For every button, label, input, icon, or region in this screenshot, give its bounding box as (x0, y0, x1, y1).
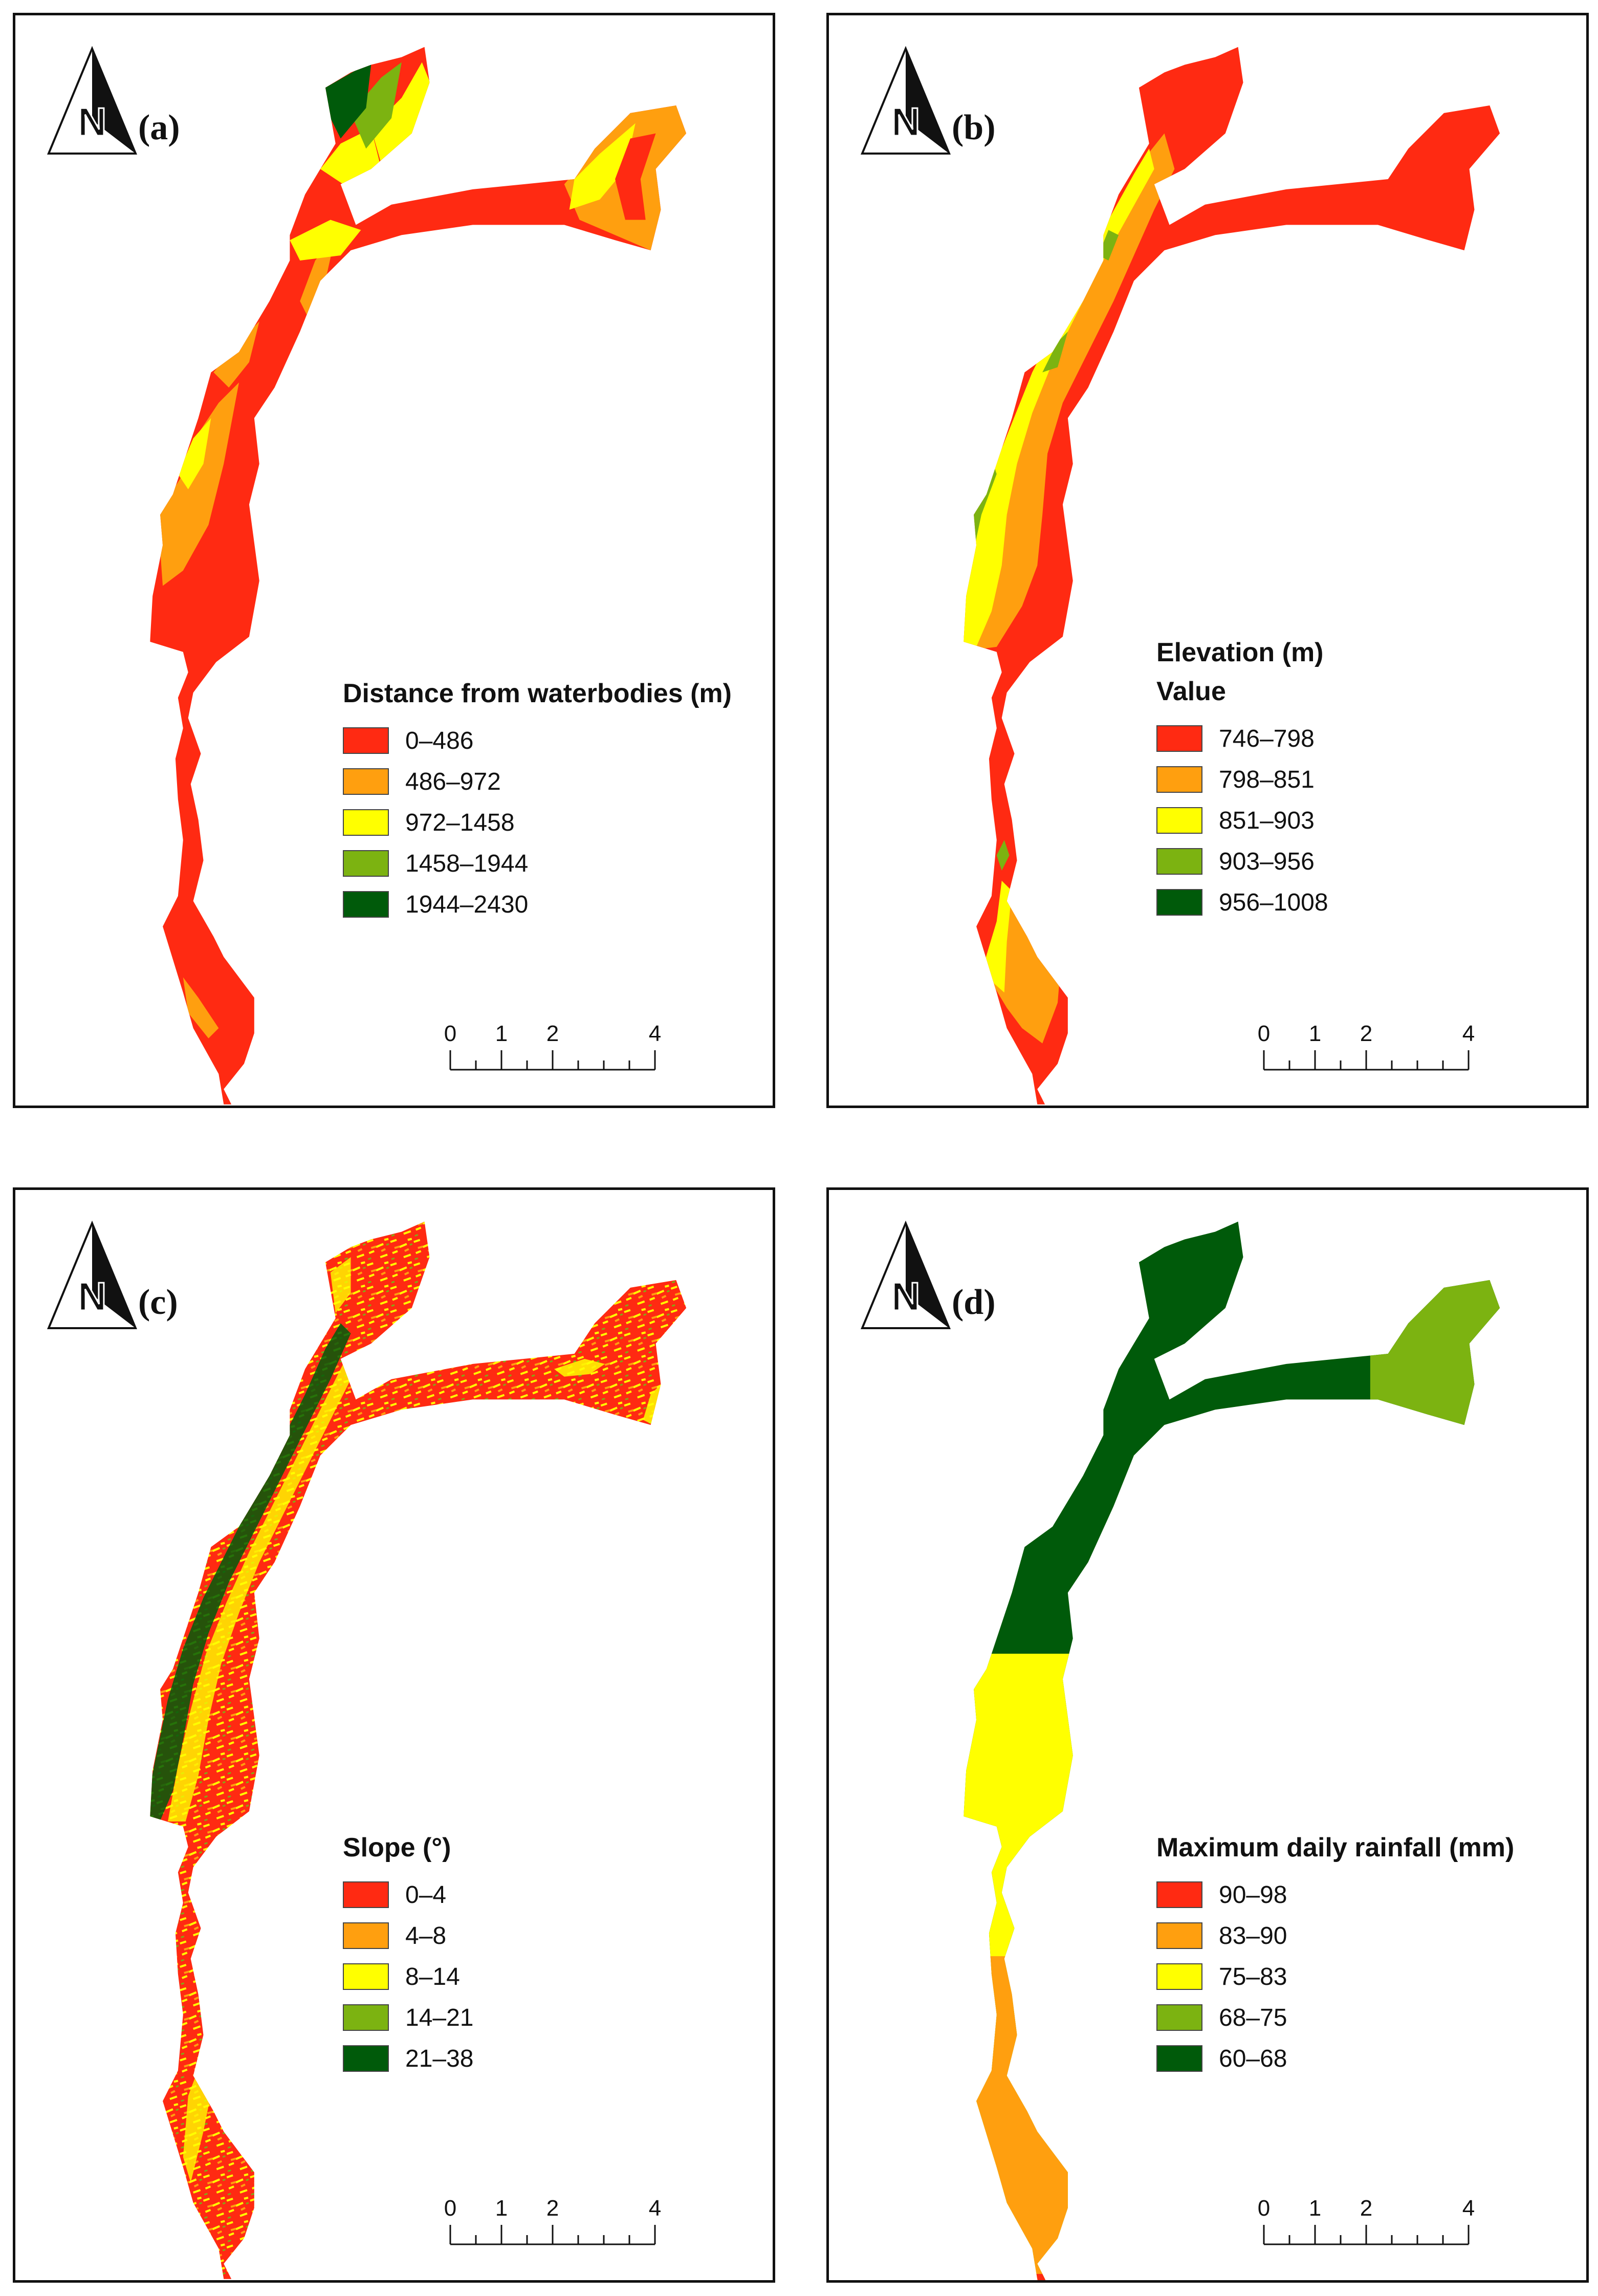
svg-text:1: 1 (1309, 1021, 1321, 1046)
svg-text:N: N (891, 99, 920, 144)
legend-swatch (343, 1922, 389, 1949)
legend-item: 956–1008 (1156, 882, 1328, 923)
legend-item: 14–21 (343, 1997, 473, 2038)
legend-swatch (1156, 766, 1202, 793)
svg-text:4: 4 (1462, 1021, 1475, 1046)
legend-item: 851–903 (1156, 800, 1328, 841)
legend-item: 903–956 (1156, 841, 1328, 882)
legend: Elevation (m) Value 746–798 798–851 851–… (1156, 637, 1328, 923)
legend-swatch (1156, 725, 1202, 752)
scale-bar: 0 1 2 4 km (1258, 1021, 1475, 1071)
legend-title: Maximum daily rainfall (mm) (1156, 1833, 1515, 1862)
legend-item: 0–486 (343, 720, 732, 761)
legend-item: 21–38 (343, 2038, 473, 2079)
panel-d: N (d) Maximum daily rainfall (mm) 90–98 … (826, 1187, 1589, 2283)
north-arrow-icon: N (861, 1222, 950, 1329)
map-distance-from-waterbodies (150, 47, 687, 1104)
legend-item: 8–14 (343, 1956, 473, 1997)
svg-text:4: 4 (649, 2196, 661, 2221)
svg-text:4: 4 (649, 1021, 661, 1046)
legend-title: Elevation (m) (1156, 638, 1324, 667)
legend-item: 972–1458 (343, 802, 732, 843)
svg-text:2: 2 (1360, 1021, 1372, 1046)
legend-swatch (1156, 889, 1202, 916)
legend-item: 746–798 (1156, 718, 1328, 759)
legend: Maximum daily rainfall (mm) 90–98 83–90 … (1156, 1832, 1514, 2079)
legend-swatch (1156, 807, 1202, 834)
legend-swatch (343, 891, 389, 918)
legend: Slope (°) 0–4 4–8 8–14 14–21 21–38 (343, 1832, 473, 2079)
legend-swatch (1156, 2004, 1202, 2031)
legend-title: Slope (°) (343, 1833, 451, 1862)
legend-item: 0–4 (343, 1874, 473, 1915)
legend-swatch (1156, 1922, 1202, 1949)
north-arrow-icon: N (48, 1222, 137, 1329)
legend-item: 798–851 (1156, 759, 1328, 800)
legend-swatch (343, 1963, 389, 1990)
svg-text:1: 1 (495, 2196, 508, 2221)
legend-swatch (343, 1881, 389, 1908)
legend-item: 486–972 (343, 761, 732, 802)
svg-text:2: 2 (546, 2196, 559, 2221)
legend-item: 4–8 (343, 1915, 473, 1956)
scale-bar: 0 1 2 4 km (444, 2196, 661, 2245)
legend-item: 83–90 (1156, 1915, 1514, 1956)
legend-swatch (1156, 2045, 1202, 2072)
svg-text:2: 2 (1360, 2196, 1372, 2221)
svg-text:0: 0 (444, 2196, 456, 2221)
svg-text:1: 1 (1309, 2196, 1321, 2221)
map-maximum-daily-rainfall (964, 1221, 1500, 2280)
map-elevation (964, 47, 1500, 1104)
legend-item: 60–68 (1156, 2038, 1514, 2079)
svg-text:1: 1 (495, 1021, 508, 1046)
svg-text:N: N (78, 1274, 106, 1319)
svg-text:0: 0 (1258, 1021, 1270, 1046)
svg-text:0: 0 (444, 1021, 456, 1046)
svg-text:N: N (78, 99, 106, 144)
svg-text:0: 0 (1258, 2196, 1270, 2221)
panel-a: N (a) Distance from waterbodies (m) 0–48… (13, 13, 775, 1108)
map-slope (150, 1221, 687, 2279)
panel-c: N (c) Slope (°) 0–4 4–8 8–14 14–21 21–38… (13, 1187, 775, 2283)
legend-item: 1944–2430 (343, 884, 732, 925)
legend-item: 1458–1944 (343, 843, 732, 884)
legend-item: 90–98 (1156, 1874, 1514, 1915)
legend-swatch (1156, 1963, 1202, 1990)
legend-item: 68–75 (1156, 1997, 1514, 2038)
scale-bar: 0 1 2 4 km (444, 1021, 661, 1071)
legend-subtitle: Value (1156, 677, 1226, 706)
legend-swatch (1156, 1881, 1202, 1908)
legend-swatch (343, 809, 389, 836)
legend-swatch (1156, 848, 1202, 875)
legend-swatch (343, 2004, 389, 2031)
legend: Distance from waterbodies (m) 0–486 486–… (343, 678, 732, 925)
legend-swatch (343, 768, 389, 795)
panel-label: (b) (952, 108, 996, 147)
legend-title: Distance from waterbodies (m) (343, 679, 732, 708)
svg-text:2: 2 (546, 1021, 559, 1046)
panel-label: (d) (952, 1283, 996, 1322)
north-arrow-icon: N (861, 48, 950, 155)
panel-label: (a) (138, 108, 180, 147)
north-arrow-icon: N (48, 48, 137, 155)
panel-b: N (b) Elevation (m) Value 746–798 798–85… (826, 13, 1589, 1108)
legend-swatch (343, 727, 389, 754)
panel-label: (c) (138, 1283, 178, 1322)
legend-swatch (343, 850, 389, 877)
scale-bar: 0 1 2 4 km (1258, 2196, 1475, 2245)
legend-item: 75–83 (1156, 1956, 1514, 1997)
legend-swatch (343, 2045, 389, 2072)
svg-text:N: N (891, 1274, 920, 1319)
svg-text:4: 4 (1462, 2196, 1475, 2221)
